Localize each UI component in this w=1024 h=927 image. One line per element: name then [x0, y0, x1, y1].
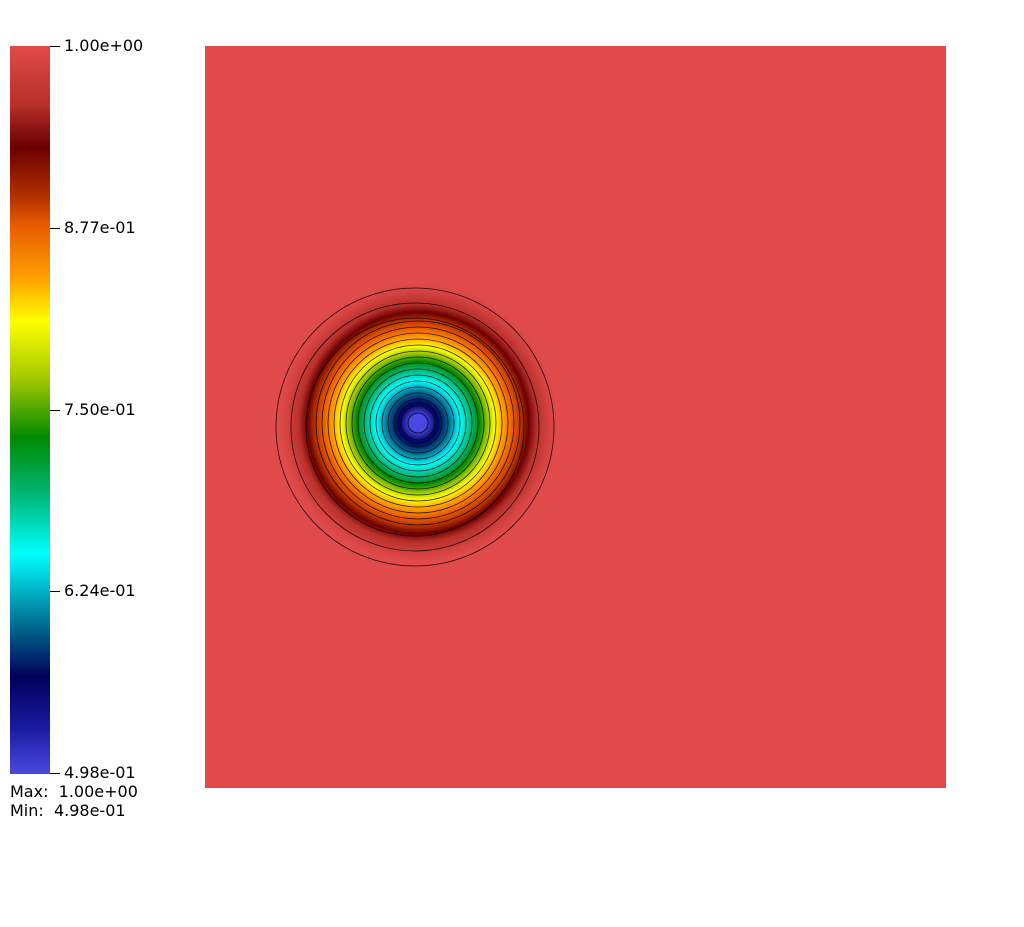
colorbar-tick-min: 4.98e-01: [50, 765, 136, 781]
range-min-value: 4.98e-01: [53, 801, 126, 820]
colorbar-tick-2: 8.77e-01: [50, 220, 136, 236]
field-blob: [278, 283, 558, 563]
contour-line: [375, 380, 461, 466]
contour-line: [275, 287, 555, 567]
contour-line: [393, 398, 443, 448]
contour-line: [357, 362, 479, 484]
colorbar-tick-max: 1.00e+00: [50, 38, 143, 54]
range-max: Max: 1.00e+00: [10, 783, 138, 801]
contour-line: [339, 344, 497, 502]
contour-line: [290, 302, 540, 552]
field-plot[interactable]: [205, 46, 946, 788]
range-min-label: Min:: [10, 801, 44, 820]
contour-line: [387, 392, 449, 454]
range-min: Min: 4.98e-01: [10, 802, 126, 820]
contour-line: [345, 350, 491, 496]
contour-line: [400, 405, 436, 441]
contour-line: [305, 317, 525, 537]
contour-line: [381, 386, 455, 460]
colorbar-tick-4: 6.24e-01: [50, 583, 136, 599]
contour-line: [327, 332, 509, 514]
colorbar: [10, 46, 50, 774]
contour-lines: [275, 287, 555, 567]
range-max-label: Max:: [10, 782, 49, 801]
contour-line: [351, 356, 485, 490]
colorbar-tick-3: 7.50e-01: [50, 402, 136, 418]
contour-line: [407, 412, 429, 434]
colorbar-gradient: [10, 46, 50, 774]
contour-line: [363, 368, 473, 478]
range-max-value: 1.00e+00: [58, 782, 138, 801]
contour-line: [315, 320, 521, 526]
contour-line: [333, 338, 503, 508]
contour-line: [369, 374, 467, 472]
contour-line: [321, 326, 515, 520]
